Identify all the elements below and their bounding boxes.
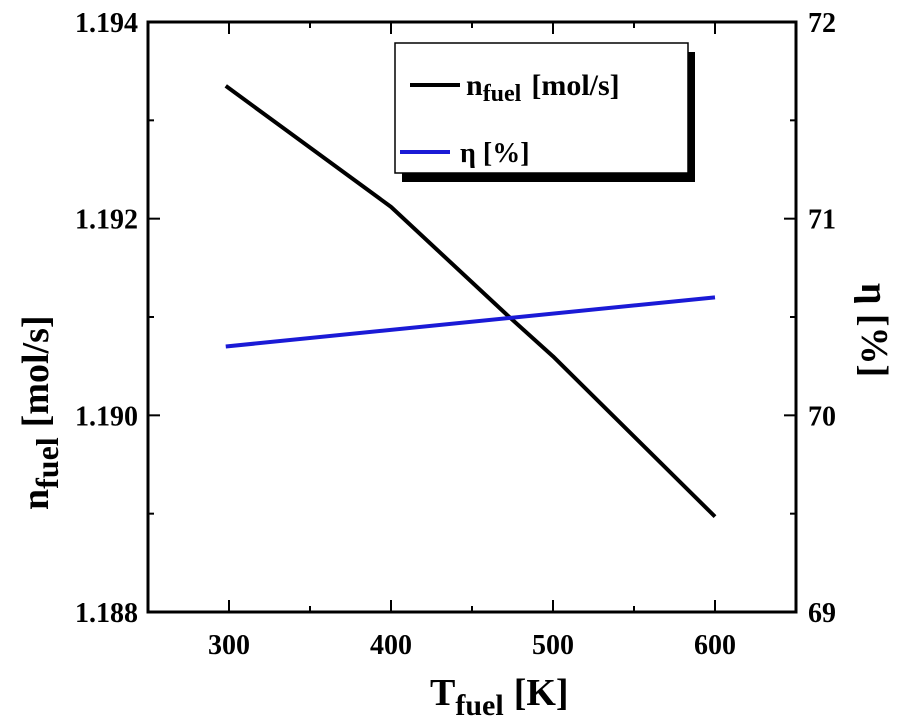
y-right-tick-label: 72 — [808, 8, 836, 39]
axis-ticks: 300 400 500 600 1.188 1.190 1.192 1.194 69 70 71 72 — [75, 8, 836, 661]
x-axis-title-unit: [K] — [514, 672, 569, 714]
legend-label-nfuel-unit: [mol/s] — [531, 69, 619, 102]
x-tick-label: 400 — [370, 630, 412, 661]
x-tick-label: 300 — [208, 630, 250, 661]
y-left-tick-label: 1.192 — [75, 205, 138, 236]
y-right-tick-label: 70 — [808, 401, 836, 432]
legend: nfuel [mol/s] η [%] — [394, 42, 695, 182]
legend-label-nfuel-main: n — [466, 69, 483, 102]
x-axis-title: Tfuel [K] — [430, 672, 569, 721]
x-tick-label: 600 — [694, 630, 736, 661]
y-left-tick-label: 1.188 — [75, 598, 138, 629]
x-axis-title-main: T — [430, 672, 455, 714]
y-left-tick-label: 1.190 — [75, 401, 138, 432]
x-tick-label: 500 — [532, 630, 574, 661]
legend-label-nfuel-sub: fuel — [483, 81, 522, 107]
y-right-tick-label: 69 — [808, 598, 836, 629]
y-left-axis-title-unit: [mol/s] — [15, 315, 57, 427]
y-left-axis-title-sub: fuel — [29, 437, 65, 489]
legend-label-eta: η [%] — [460, 138, 530, 169]
y-left-axis-title: nfuel [mol/s] — [15, 315, 65, 510]
legend-label-nfuel: nfuel [mol/s] — [466, 69, 620, 107]
series-line-eta — [225, 295, 716, 349]
y-left-tick-label: 1.194 — [75, 8, 138, 39]
x-axis-title-sub: fuel — [455, 689, 503, 721]
y-left-axis-title-main: n — [15, 489, 57, 510]
y-right-tick-label: 71 — [808, 205, 836, 236]
y-right-axis-title: η [%] — [853, 283, 895, 377]
